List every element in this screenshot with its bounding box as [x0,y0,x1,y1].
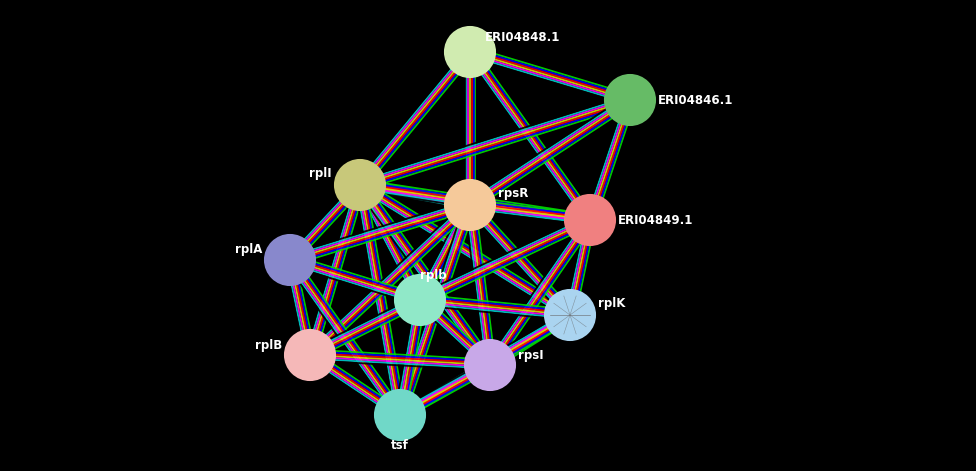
Text: ERI04848.1: ERI04848.1 [485,31,560,44]
Text: rplA: rplA [234,244,262,257]
Circle shape [545,290,595,340]
Circle shape [465,340,515,390]
Circle shape [335,160,385,210]
Circle shape [445,27,495,77]
Circle shape [565,195,615,245]
Text: rplI: rplI [309,167,332,179]
Text: rpsR: rpsR [498,187,528,200]
Text: rplK: rplK [598,297,626,309]
Circle shape [375,390,425,440]
Circle shape [395,275,445,325]
Circle shape [265,235,315,285]
Text: rplB: rplB [255,339,282,351]
Circle shape [285,330,335,380]
Circle shape [445,180,495,230]
Text: tsf: tsf [391,439,409,452]
Text: ERI04849.1: ERI04849.1 [618,213,693,227]
Circle shape [605,75,655,125]
Text: ERI04846.1: ERI04846.1 [658,94,733,106]
Text: rplb: rplb [420,269,447,283]
Text: rpsI: rpsI [518,349,544,362]
